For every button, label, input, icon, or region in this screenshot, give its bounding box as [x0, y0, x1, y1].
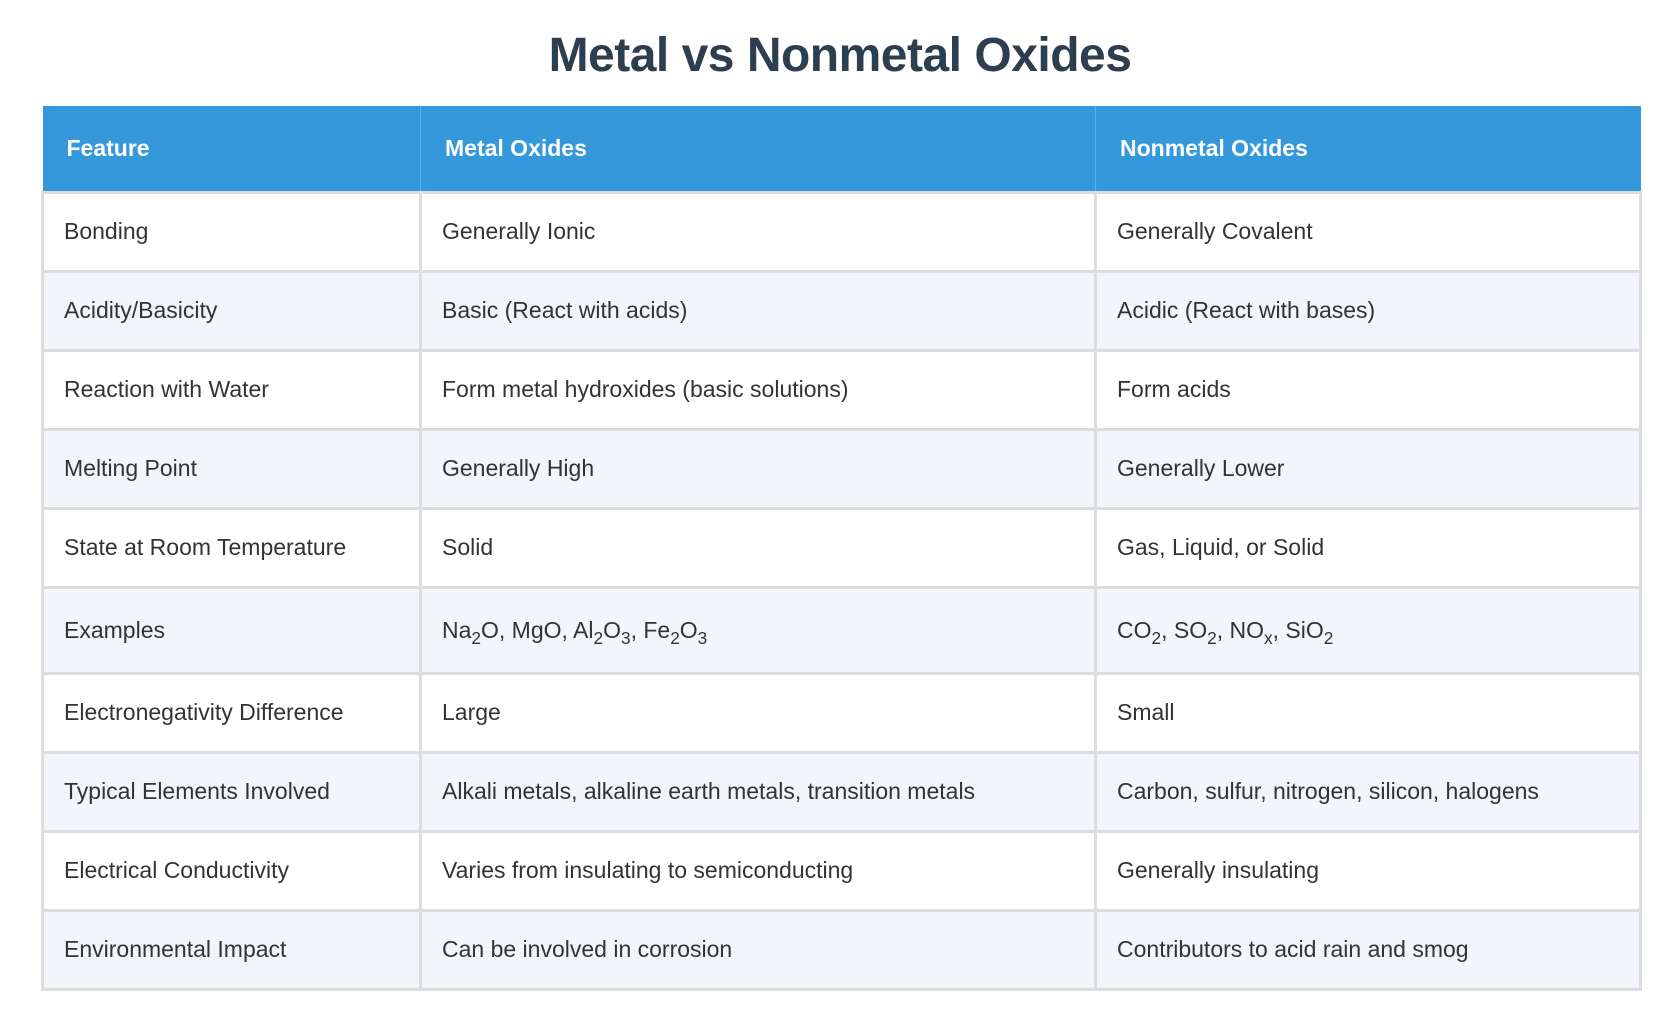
cell-nonmetal: Generally Lower	[1094, 427, 1642, 510]
cell-metal: Varies from insulating to semiconducting	[419, 829, 1097, 912]
cell-feature: Electronegativity Difference	[41, 671, 422, 754]
table-header-row: Feature Metal Oxides Nonmetal Oxides	[42, 106, 1641, 192]
cell-metal: Solid	[419, 506, 1097, 589]
table-row: Bonding Generally Ionic Generally Covale…	[41, 190, 1642, 273]
cell-nonmetal: Small	[1094, 671, 1642, 754]
cell-nonmetal: Generally Covalent	[1094, 190, 1642, 273]
cell-feature: Acidity/Basicity	[41, 269, 422, 352]
table-row: Environmental Impact Can be involved in …	[41, 908, 1642, 991]
cell-nonmetal: Contributors to acid rain and smog	[1094, 908, 1642, 991]
cell-feature: State at Room Temperature	[41, 506, 422, 589]
cell-feature: Melting Point	[41, 427, 422, 510]
cell-nonmetal: Gas, Liquid, or Solid	[1094, 506, 1642, 589]
cell-feature: Environmental Impact	[41, 908, 422, 991]
cell-nonmetal: Carbon, sulfur, nitrogen, silicon, halog…	[1094, 750, 1642, 833]
cell-metal: Basic (React with acids)	[419, 269, 1097, 352]
table-row: Electrical Conductivity Varies from insu…	[41, 829, 1642, 912]
comparison-table: Feature Metal Oxides Nonmetal Oxides Bon…	[41, 106, 1642, 991]
table-row: Typical Elements Involved Alkali metals,…	[41, 750, 1642, 833]
cell-nonmetal-formulas: CO2, SO2, NOx, SiO2	[1094, 585, 1642, 675]
table-row: State at Room Temperature Solid Gas, Liq…	[41, 506, 1642, 589]
cell-feature: Bonding	[41, 190, 422, 273]
cell-metal: Large	[419, 671, 1097, 754]
cell-nonmetal: Form acids	[1094, 348, 1642, 431]
cell-nonmetal: Acidic (React with bases)	[1094, 269, 1642, 352]
cell-metal-formulas: Na2O, MgO, Al2O3, Fe2O3	[419, 585, 1097, 675]
header-nonmetal-oxides: Nonmetal Oxides	[1095, 106, 1641, 192]
cell-metal: Generally Ionic	[419, 190, 1097, 273]
header-metal-oxides: Metal Oxides	[420, 106, 1096, 192]
table-row: Electronegativity Difference Large Small	[41, 671, 1642, 754]
cell-nonmetal: Generally insulating	[1094, 829, 1642, 912]
page-title: Metal vs Nonmetal Oxides	[548, 29, 1132, 82]
cell-feature: Reaction with Water	[41, 348, 422, 431]
table-row: Reaction with Water Form metal hydroxide…	[41, 348, 1642, 431]
header-feature: Feature	[42, 106, 421, 192]
table-row: Melting Point Generally High Generally L…	[41, 427, 1642, 510]
table-row: Acidity/Basicity Basic (React with acids…	[41, 269, 1642, 352]
cell-metal: Can be involved in corrosion	[419, 908, 1097, 991]
cell-metal: Alkali metals, alkaline earth metals, tr…	[419, 750, 1097, 833]
cell-feature: Examples	[41, 585, 422, 675]
cell-metal: Form metal hydroxides (basic solutions)	[419, 348, 1097, 431]
table-row: Examples Na2O, MgO, Al2O3, Fe2O3 CO2, SO…	[41, 585, 1642, 675]
cell-metal: Generally High	[419, 427, 1097, 510]
cell-feature: Typical Elements Involved	[41, 750, 422, 833]
cell-feature: Electrical Conductivity	[41, 829, 422, 912]
